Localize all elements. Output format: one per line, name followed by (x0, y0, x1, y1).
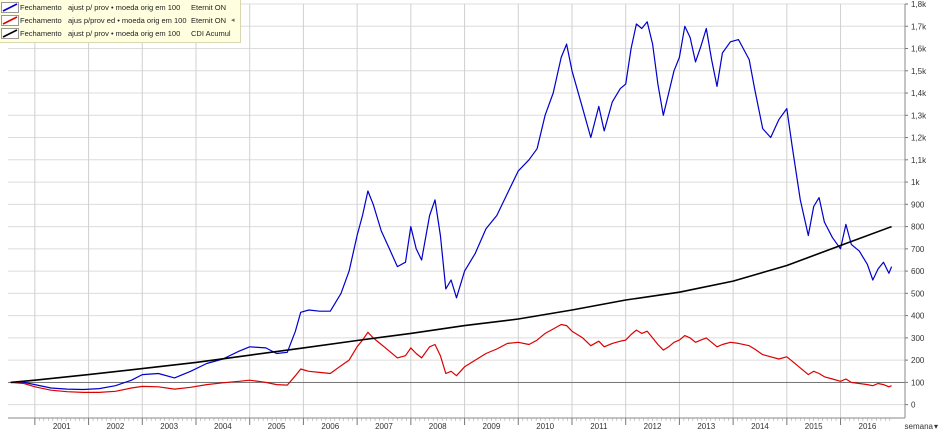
y-tick-label: 300 (911, 334, 925, 343)
y-tick-label: 1,2k (911, 134, 927, 143)
legend-swatch-2 (1, 15, 19, 26)
x-tick-label: 2008 (429, 422, 447, 431)
legend-swatch-1 (1, 2, 19, 13)
legend-series-name: Eternit ON (191, 3, 227, 12)
legend-marker-arrow-icon[interactable]: ◂ (231, 17, 235, 24)
period-label: semana (904, 422, 933, 431)
x-tick-label: 2012 (644, 422, 662, 431)
x-tick-label: 2015 (805, 422, 823, 431)
y-tick-label: 600 (911, 267, 925, 276)
y-tick-label: 800 (911, 223, 925, 232)
x-tick-label: 2005 (268, 422, 286, 431)
series-line-2 (10, 323, 892, 393)
x-tick-label: 2010 (536, 422, 554, 431)
y-tick-label: 500 (911, 289, 925, 298)
legend-type: Fechamento (20, 3, 62, 12)
series-line-1 (10, 21, 893, 391)
x-tick-label: 2004 (214, 422, 232, 431)
dropdown-arrow-icon: ▾ (933, 422, 938, 431)
y-tick-label: 1,5k (911, 67, 927, 76)
legend-adjust: ajus p/prov ed • moeda orig em 100 (68, 16, 187, 25)
y-tick-label: 1,3k (911, 111, 927, 120)
legend-item-1[interactable]: Fechamento ajust p/ prov • moeda orig em… (0, 1, 240, 14)
y-tick-label: 1,1k (911, 156, 927, 165)
x-tick-label: 2011 (590, 422, 608, 431)
grid-lines (8, 3, 905, 418)
legend-adjust: ajust p/ prov • moeda orig em 100 (68, 29, 181, 38)
y-tick-label: 100 (911, 378, 925, 387)
y-tick-label: 0 (911, 401, 916, 410)
y-tick-label: 1k (911, 178, 920, 187)
y-tick-label: 700 (911, 245, 925, 254)
y-tick-label: 200 (911, 356, 925, 365)
legend-swatch-3 (1, 28, 19, 39)
legend-item-2[interactable]: Fechamento ajus p/prov ed • moeda orig e… (0, 14, 240, 27)
series-group (10, 21, 893, 393)
legend-type: Fechamento (20, 16, 62, 25)
axes: 0 100 200 300 400 500 600 700 800 900 1k 1,1k 1,2k 1,… (8, 0, 927, 431)
x-tick-label: 2009 (483, 422, 501, 431)
y-tick-label: 1,8k (911, 0, 927, 9)
period-selector[interactable]: semana▾ (905, 422, 938, 431)
y-tick-label: 900 (911, 200, 925, 209)
x-tick-label: 2013 (697, 422, 715, 431)
legend: Fechamento ajust p/ prov • moeda orig em… (0, 0, 241, 43)
x-tick-label: 2001 (53, 422, 71, 431)
x-tick-label: 2006 (321, 422, 339, 431)
y-tick-label: 400 (911, 312, 925, 321)
x-tick-label: 2002 (107, 422, 125, 431)
series-line-3 (10, 225, 892, 384)
x-tick-label: 2014 (751, 422, 769, 431)
legend-adjust: ajust p/ prov • moeda orig em 100 (68, 3, 181, 12)
x-tick-label: 2016 (859, 422, 877, 431)
legend-series-name: Eternit ON (191, 16, 227, 25)
y-tick-label: 1,4k (911, 89, 927, 98)
x-tick-label: 2007 (375, 422, 393, 431)
legend-item-3[interactable]: Fechamento ajust p/ prov • moeda orig em… (0, 27, 240, 40)
y-tick-label: 1,7k (911, 22, 927, 31)
legend-type: Fechamento (20, 29, 62, 38)
x-tick-label: 2003 (160, 422, 178, 431)
legend-series-name: CDI Acumul (191, 29, 231, 38)
y-tick-label: 1,6k (911, 45, 927, 54)
